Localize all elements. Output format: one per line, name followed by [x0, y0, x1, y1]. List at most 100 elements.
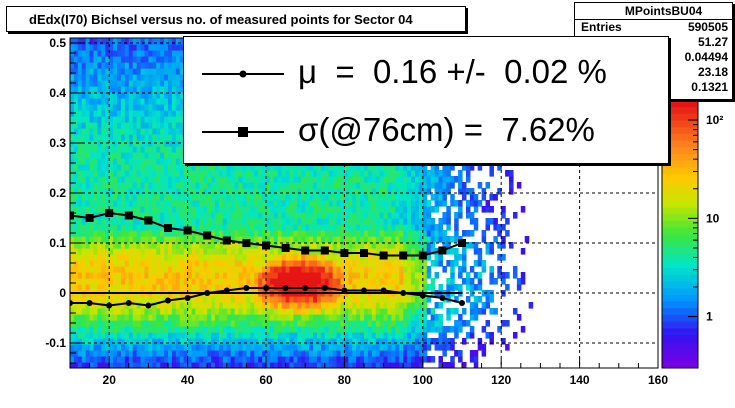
- z-tick-label: 1: [706, 310, 713, 324]
- stats-value: 590505: [687, 20, 728, 34]
- color-scale-cell: [662, 267, 698, 275]
- color-scale-cell: [662, 227, 698, 235]
- color-scale-cell: [662, 361, 698, 369]
- data-point-circle: [282, 285, 289, 291]
- legend-entry-sigma: σ(@76cm) = 7.62%: [184, 103, 668, 161]
- data-point-circle: [125, 300, 132, 306]
- legend-mu-text: μ = 0.16 +/- 0.02 %: [298, 53, 607, 90]
- color-scale-cell: [662, 200, 698, 208]
- color-scale-cell: [662, 301, 698, 309]
- data-point-circle: [263, 285, 269, 291]
- color-scale-cell: [662, 274, 698, 282]
- color-scale-cell: [662, 347, 698, 356]
- legend-entry-mu: μ = 0.16 +/- 0.02 %: [184, 45, 668, 103]
- data-point-circle: [165, 297, 171, 304]
- color-scale-cell: [662, 354, 698, 362]
- legend-marker-circle-icon: [202, 70, 284, 78]
- color-scale-cell: [662, 187, 698, 195]
- legend-box: μ = 0.16 +/- 0.02 % σ(@76cm) = 7.62%: [183, 36, 669, 164]
- data-point-circle: [243, 285, 250, 291]
- data-point-square: [144, 216, 153, 225]
- x-tick-label: 140: [570, 373, 590, 387]
- data-point-square: [164, 224, 172, 232]
- color-scale-cell: [662, 341, 698, 349]
- x-tick-label: 80: [338, 373, 352, 387]
- x-tick-label: 40: [181, 373, 195, 387]
- color-scale-cell: [662, 220, 698, 228]
- data-point-square: [203, 231, 212, 240]
- data-point-circle: [302, 285, 309, 291]
- color-scale-cell: [662, 280, 698, 289]
- color-scale-cell: [662, 106, 698, 114]
- color-scale-cell: [662, 314, 698, 322]
- data-point-square: [399, 251, 408, 260]
- stats-value: 51.27: [697, 35, 728, 49]
- color-scale-cell: [662, 234, 698, 242]
- color-scale-cell: [662, 254, 698, 262]
- y-tick-label: 0.2: [49, 186, 66, 200]
- color-scale-cell: [662, 207, 698, 215]
- color-scale-cell: [662, 287, 698, 295]
- data-point-circle: [184, 295, 191, 301]
- x-tick-label: 60: [259, 373, 273, 387]
- stats-row: Entries 590505: [575, 20, 732, 35]
- heatmap-cells: [70, 38, 541, 368]
- y-tick-label: -0.1: [45, 336, 66, 350]
- color-scale-cell: [662, 167, 698, 175]
- color-scale-cell: [662, 193, 698, 201]
- data-point-square: [124, 211, 133, 220]
- data-point-square: [281, 244, 290, 252]
- data-point-circle: [86, 300, 93, 306]
- data-point-square: [222, 236, 231, 245]
- color-scale-cell: [662, 140, 698, 148]
- data-point-square: [105, 209, 114, 217]
- y-tick-label: 0.1: [49, 236, 66, 250]
- color-scale-cell: [662, 307, 698, 315]
- data-point-circle: [145, 302, 152, 309]
- color-scale-cell: [662, 153, 698, 161]
- color-scale-cell: [662, 160, 698, 168]
- data-point-square: [242, 239, 251, 247]
- color-scale-cell: [662, 247, 698, 255]
- color-scale-cell: [662, 327, 698, 335]
- color-scale-cell: [662, 126, 698, 134]
- color-scale-cell: [662, 100, 698, 108]
- chart-title: dEdx(I70) Bichsel versus no. of measured…: [6, 6, 466, 32]
- color-scale-cell: [662, 113, 698, 121]
- stats-label: Entries: [581, 20, 622, 34]
- color-scale: 1 10 10²: [661, 99, 723, 369]
- stats-value: 23.18: [697, 65, 728, 79]
- color-scale-cell: [662, 213, 698, 222]
- color-scale-cell: [662, 120, 698, 128]
- data-point-square: [458, 239, 466, 247]
- x-tick-label: 20: [103, 373, 117, 387]
- data-point-square: [301, 246, 310, 255]
- x-tick-label: 160: [648, 373, 668, 387]
- data-point-square: [85, 214, 94, 222]
- data-point-circle: [459, 300, 465, 306]
- data-series: [70, 209, 466, 309]
- data-point-square: [183, 226, 192, 235]
- data-point-square: [418, 251, 427, 260]
- stats-value: 0.1321: [691, 80, 728, 94]
- data-point-square: [320, 246, 329, 255]
- data-point-square: [340, 249, 349, 257]
- data-point-square: [360, 249, 368, 257]
- color-scale-cell: [662, 146, 698, 155]
- data-point-square: [70, 211, 74, 220]
- data-point-square: [379, 251, 388, 260]
- axes: 20 40 60 80 100 120 140 160 -0.1 0 0.1 0.2 0.3 0.4 0.5: [45, 36, 668, 387]
- legend-sigma-text: σ(@76cm) = 7.62%: [298, 111, 595, 148]
- color-scale-cell: [662, 133, 698, 141]
- z-tick-label: 10²: [706, 113, 723, 127]
- color-scale-cell: [662, 240, 698, 248]
- color-scale-cell: [662, 294, 698, 302]
- data-point-circle: [321, 285, 328, 291]
- color-scale-cell: [662, 334, 698, 342]
- y-tick-label: 0.3: [49, 136, 66, 150]
- color-scale-cell: [662, 321, 698, 329]
- legend-marker-square-icon: [202, 127, 284, 137]
- color-scale-cell: [662, 260, 698, 268]
- z-tick-label: 10: [706, 211, 720, 225]
